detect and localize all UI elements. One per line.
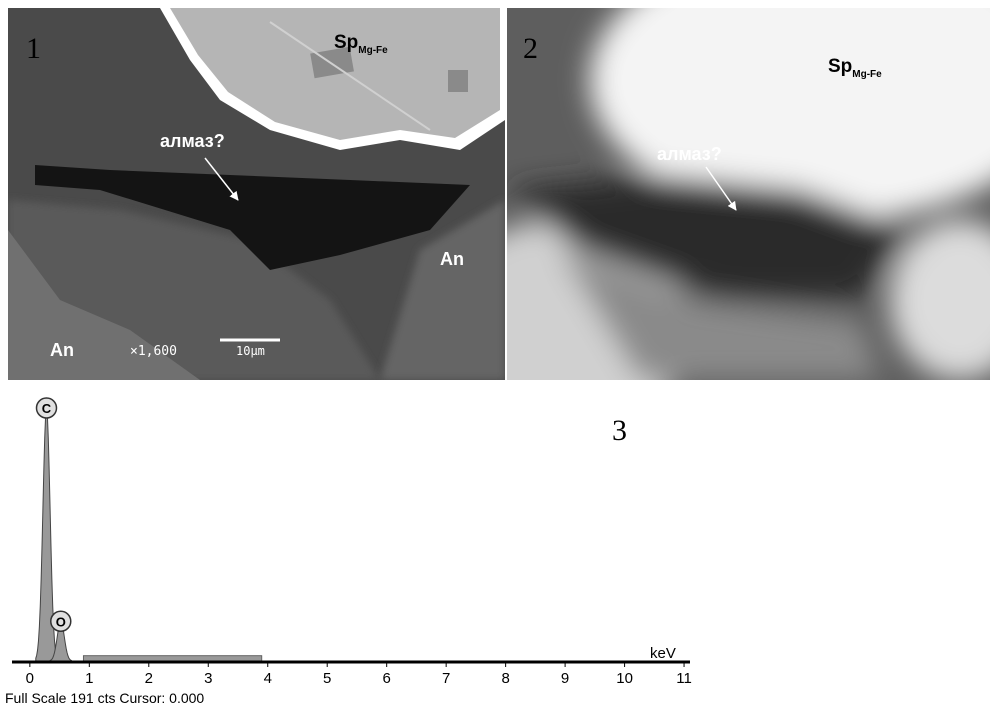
x-tick-label: 11 bbox=[676, 670, 692, 687]
x-tick-label: 5 bbox=[323, 670, 331, 687]
arrow-label: алмаз? bbox=[657, 144, 722, 164]
peak-label: O bbox=[56, 614, 66, 629]
x-tick-label: 7 bbox=[442, 670, 450, 687]
mineral-label: An bbox=[50, 340, 74, 360]
x-tick-label: 0 bbox=[26, 670, 34, 687]
micrograph-2 bbox=[430, 0, 990, 440]
magnification: ×1,600 bbox=[130, 344, 177, 359]
panel-number: 2 bbox=[523, 32, 538, 65]
scale-bar-label: 10μm bbox=[236, 344, 265, 358]
x-tick-label: 8 bbox=[501, 670, 509, 687]
x-tick-label: 9 bbox=[561, 670, 569, 687]
background-area bbox=[83, 656, 261, 661]
x-tick-label: 3 bbox=[204, 670, 212, 687]
panel-number: 1 bbox=[26, 32, 41, 65]
arrow-label: алмаз? bbox=[160, 131, 225, 151]
x-tick-label: 1 bbox=[85, 670, 93, 687]
panel-number: 3 bbox=[612, 414, 627, 447]
x-tick-label: 6 bbox=[383, 670, 391, 687]
spectrum: 3 keV Full Scale 191 cts Cursor: 0.000 C… bbox=[5, 398, 692, 706]
x-tick-label: 2 bbox=[145, 670, 153, 687]
x-tick-label: 4 bbox=[264, 670, 272, 687]
micrograph-1 bbox=[8, 8, 505, 380]
peak-label: C bbox=[42, 401, 52, 416]
axis-unit: keV bbox=[650, 645, 676, 662]
figure: 1 SpMg-Fe алмаз? An An ×1,600 10μm 2 SpM… bbox=[0, 0, 990, 706]
x-tick-label: 10 bbox=[616, 670, 633, 687]
mineral-label: An bbox=[440, 249, 464, 269]
footer: Full Scale 191 cts Cursor: 0.000 bbox=[5, 690, 204, 706]
